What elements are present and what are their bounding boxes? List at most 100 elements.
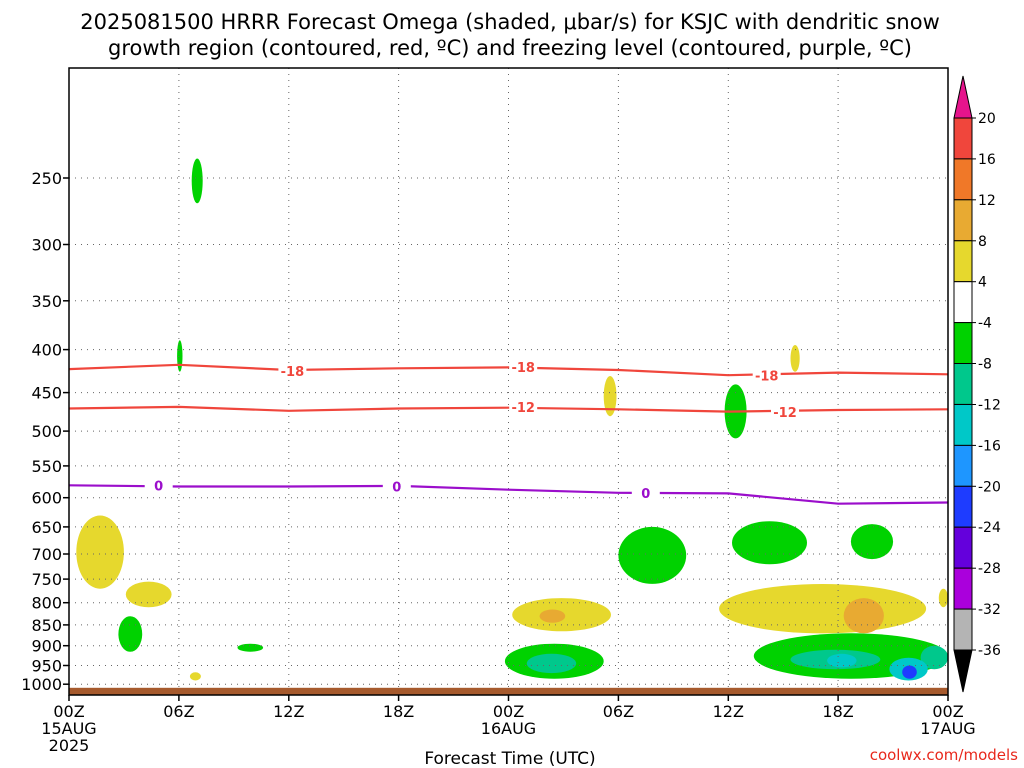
y-tick-label: 750 [31,570,62,589]
omega-region [843,598,884,634]
omega-region [920,645,948,670]
omega-region [603,376,617,417]
contour-line [68,405,949,413]
y-tick-label: 600 [31,489,62,508]
colorbar-swatch [953,567,973,610]
colorbar-label: -36 [978,643,1001,659]
colorbar-label: -32 [978,602,1001,618]
x-tick-label: 06Z [163,702,194,721]
chart-title-line-2: growth region (contoured, red, ºC) and f… [108,36,912,60]
omega-region [827,653,857,668]
omega-region [790,345,800,372]
omega-region [850,524,894,560]
omega-region [539,609,566,623]
colorbar-label: 20 [978,111,996,127]
x-tick-label: 00Z [53,702,84,721]
x-tick-label: 15AUG [41,719,96,738]
y-tick-label: 700 [31,545,62,564]
colorbar-swatch [953,281,973,324]
y-tick-label: 500 [31,422,62,441]
omega-region [618,526,687,584]
contour-label: 0 [641,487,650,502]
x-tick-label: 18Z [822,702,853,721]
omega-region [118,616,143,652]
x-tick-label: 18Z [383,702,414,721]
colorbar-swatch [953,199,973,242]
omega-region [902,665,917,679]
contour-label: -18 [281,365,305,380]
contour-label-bg [509,399,538,416]
omega-region [237,643,264,652]
contour-line [68,363,949,377]
colorbar-label: -4 [978,316,992,332]
contour-label-bg [771,404,799,421]
chart-title-line-1: 2025081500 HRRR Forecast Omega (shaded, … [80,10,940,34]
contour-label: -18 [511,361,535,376]
colorbar-swatch [953,363,973,405]
colorbar-label: -12 [978,398,1001,414]
y-tick-label: 850 [31,616,62,635]
colorbar-label: 12 [978,193,996,209]
colorbar-label: -8 [978,357,992,373]
colorbar-swatch [953,608,973,651]
colorbar-swatch [953,158,973,201]
colorbar-bottom-arrow [953,649,973,693]
contour-label-bg [144,477,173,494]
colorbar-swatch [953,444,973,487]
x-tick-label: 12Z [273,702,304,721]
x-tick-label: 00Z [493,702,524,721]
colorbar-label: -20 [978,479,1001,495]
x-tick-label: 00Z [932,702,963,721]
colorbar-top-arrow [953,75,973,119]
contour-label-bg [752,368,781,384]
y-tick-label: 550 [31,457,62,476]
x-tick-label: 2025 [49,736,90,755]
contour-label-bg [382,479,411,496]
colorbar-label: 4 [978,275,987,291]
x-tick-label: 16AUG [481,719,536,738]
omega-region [125,581,172,608]
x-tick-label: 17AUG [920,719,975,738]
y-tick-label: 950 [31,657,62,676]
colorbar-label: -24 [978,520,1001,536]
y-tick-label: 800 [31,594,62,613]
colorbar-swatch [953,240,973,283]
omega-region [719,584,927,634]
contour-line [68,484,949,505]
colorbar-swatch [953,526,973,569]
omega-region [938,588,949,608]
axes: 250 300 350 400 450 500 550 600 650 700 750 800 850 9… [21,67,976,755]
omega-region [76,515,124,589]
contour-label-bg [509,359,538,376]
omega-region [177,340,183,372]
omega-region [191,158,203,204]
y-tick-label: 250 [31,169,62,188]
credit-text: coolwx.com/models [870,746,1018,764]
colorbar-label: -28 [978,561,1001,577]
colorbar-swatch [953,404,973,446]
colorbar: 20 16 12 8 4 -4 -8 -12 -16 -20 -24 -28 -32 -36 [953,75,1001,693]
colorbar-label: -16 [978,438,1001,454]
colorbar-swatch [953,117,973,160]
x-tick-label: 12Z [713,702,744,721]
y-tick-label: 900 [31,637,62,656]
colorbar-swatch [953,322,973,365]
y-tick-label: 450 [31,384,62,403]
y-tick-label: 400 [31,341,62,360]
contour-label: 0 [154,479,163,494]
ground-surface [69,687,948,695]
omega-region [526,653,577,674]
x-tick-label: 06Z [603,702,634,721]
y-tick-label: 350 [31,292,62,311]
omega-region [732,521,807,565]
omega-region [189,672,201,681]
contour-label-bg [278,363,307,380]
contour-label: -12 [773,406,797,421]
plot-area: -18 -18 -18 -12 -12 0 0 0 [68,68,949,695]
colorbar-swatch [953,485,973,528]
y-tick-label: 1000 [21,675,62,694]
y-tick-label: 300 [31,236,62,255]
colorbar-label: 16 [978,152,996,168]
contour-label: -12 [511,401,535,416]
